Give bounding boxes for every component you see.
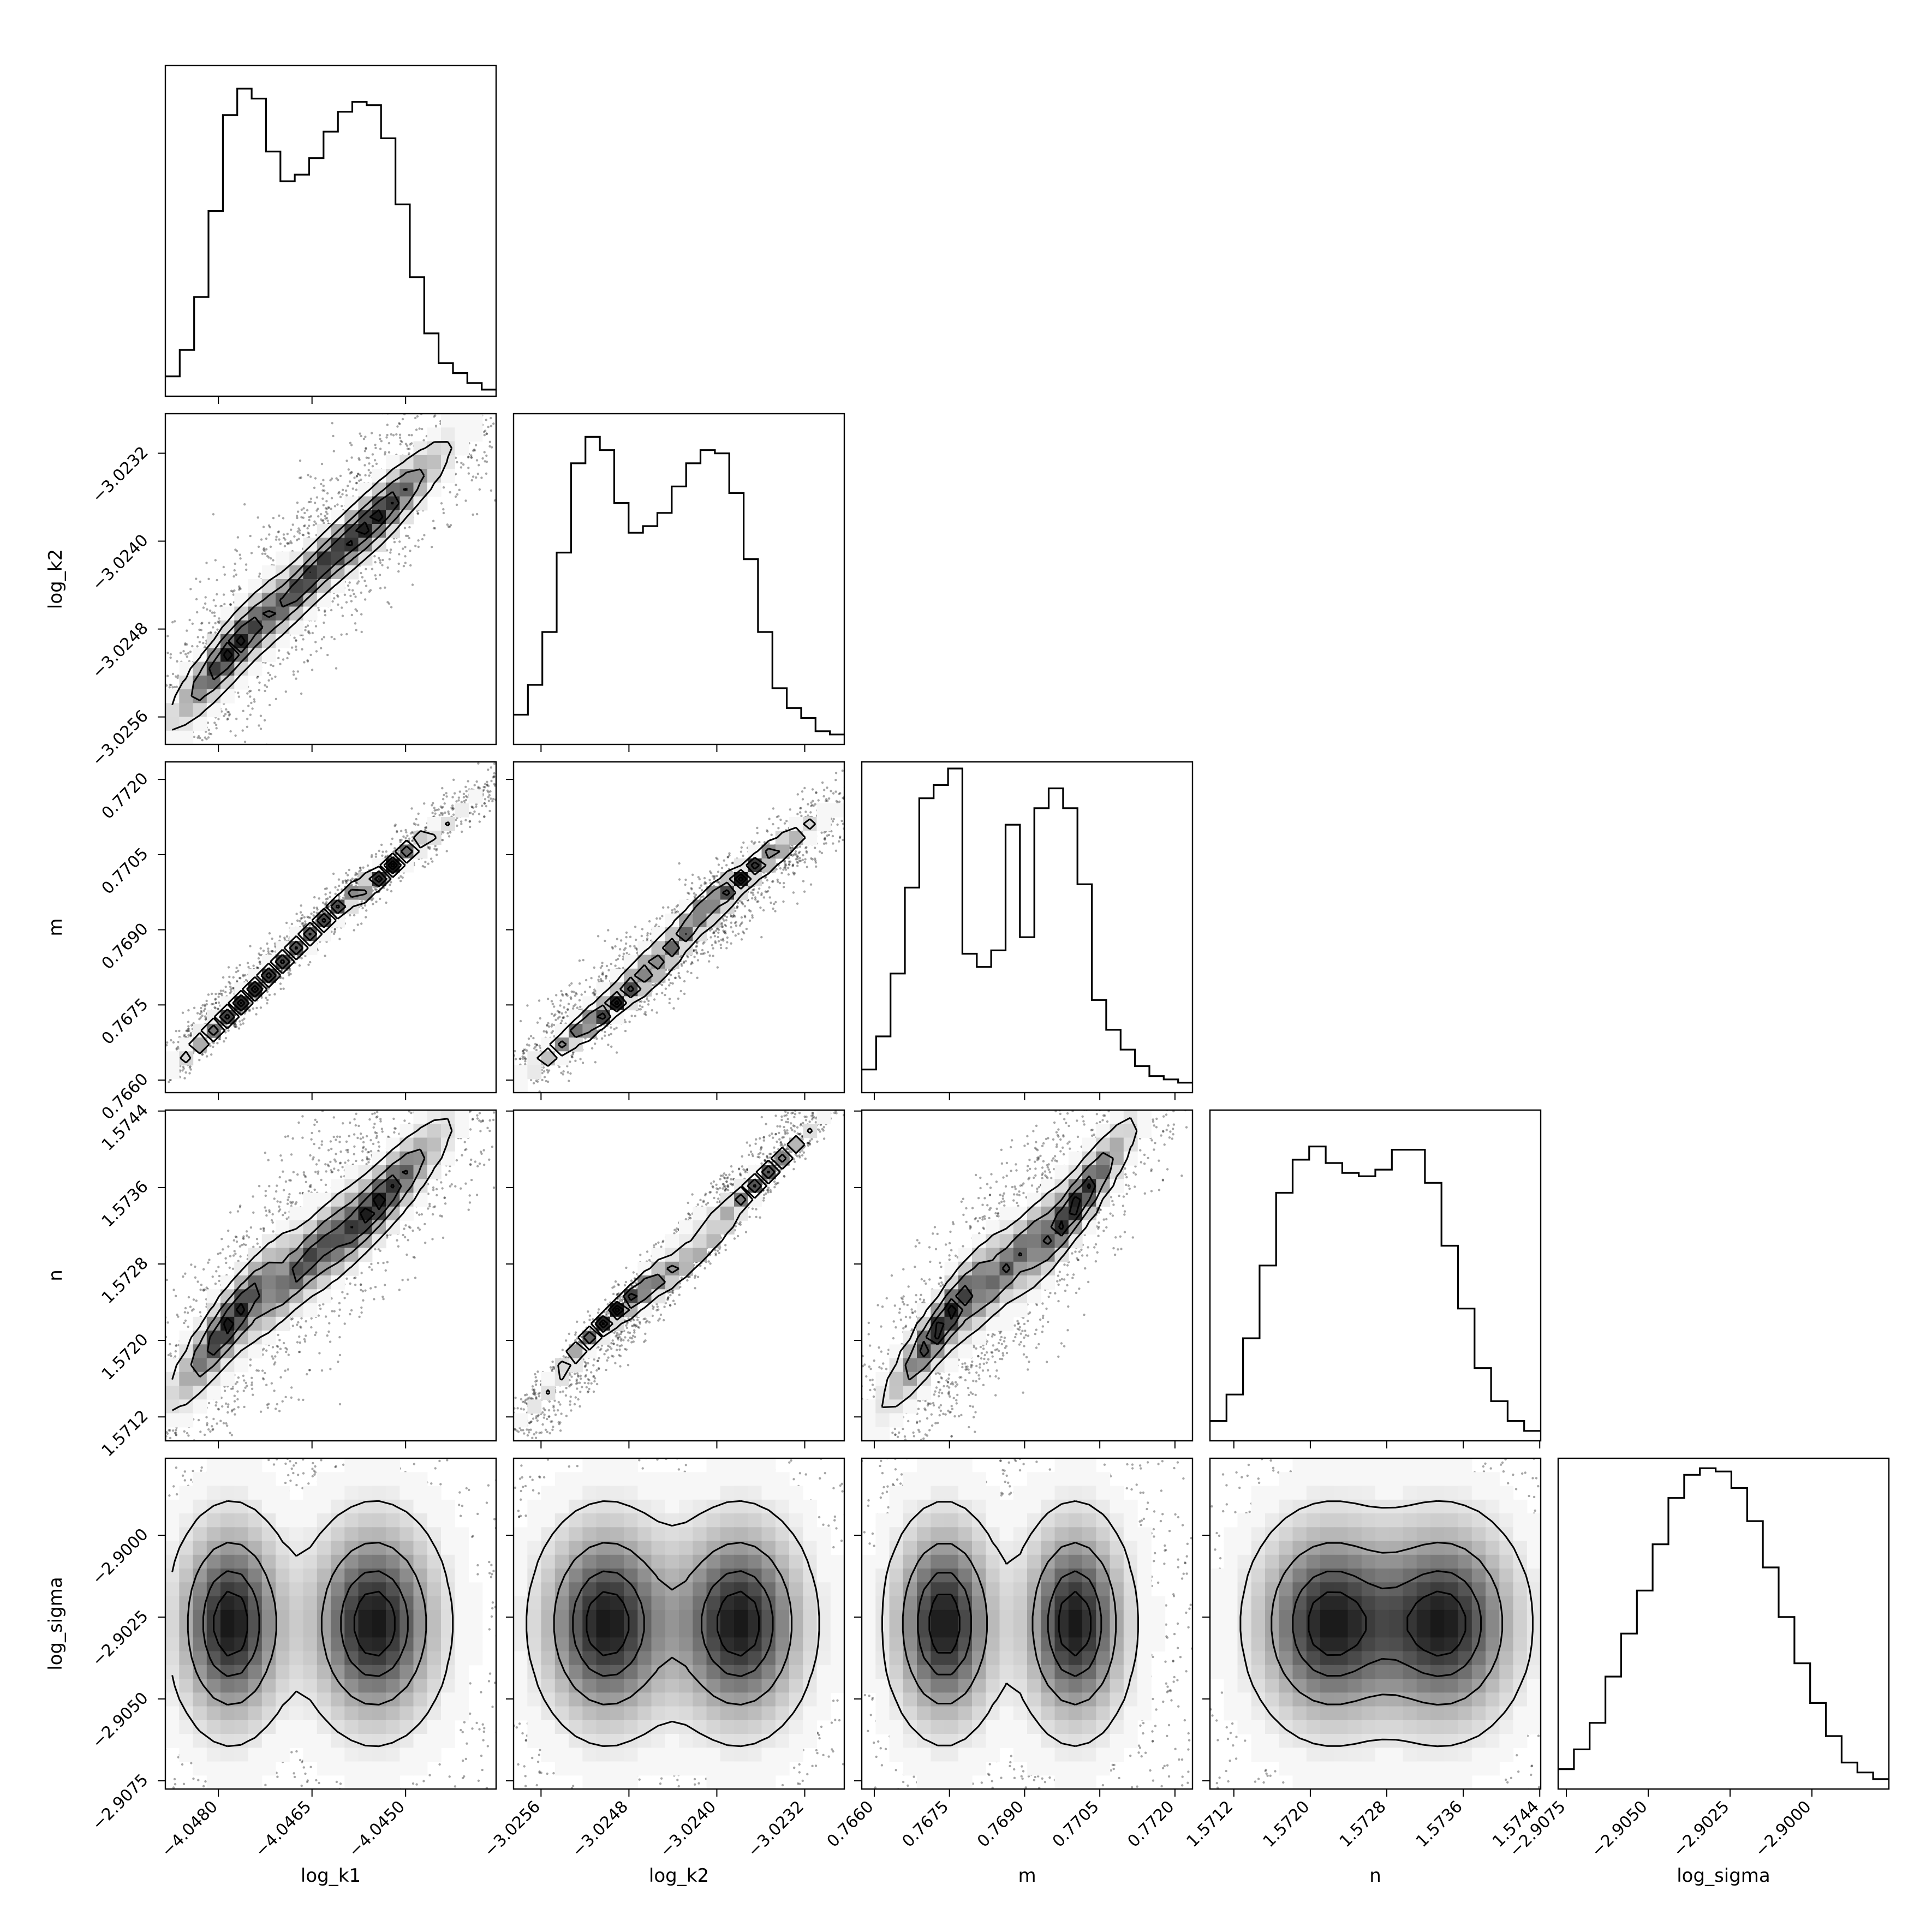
x-tick-label: 1.5720 (1260, 1797, 1314, 1851)
x-tick-label: 0.7705 (1049, 1797, 1103, 1851)
x-tick-label: −3.0240 (656, 1797, 720, 1861)
y-tick-label: −2.9025 (88, 1607, 152, 1671)
x-tick-label: 0.7690 (974, 1797, 1028, 1851)
y-tick-label: 1.5712 (98, 1406, 152, 1460)
y-tick-label: 0.7690 (98, 919, 152, 973)
x-axis-label-n: n (1369, 1865, 1381, 1887)
y-tick-label: 0.7720 (98, 769, 152, 823)
x-tick-label: −2.9000 (1751, 1797, 1815, 1861)
histogram-log_k2 (514, 437, 844, 734)
histogram-n (1210, 1147, 1541, 1431)
panel-n (1210, 1110, 1541, 1448)
y-tick-label: −3.0232 (88, 443, 152, 506)
panel-frame (165, 65, 496, 396)
y-axis-label-n: n (45, 1269, 67, 1281)
y-tick-label: 1.5736 (98, 1177, 152, 1231)
panel-frame (1558, 1458, 1889, 1789)
panel-m (862, 762, 1192, 1100)
histogram-log_sigma (1558, 1468, 1889, 1779)
y-tick-label: −3.0256 (88, 707, 152, 771)
x-axis-label-log_sigma: log_sigma (1677, 1865, 1770, 1887)
panel-log_k1 (165, 65, 496, 404)
panel-log_k2 (514, 414, 844, 752)
y-tick-label: 1.5720 (98, 1330, 152, 1384)
y-tick-label: −2.9000 (88, 1525, 152, 1589)
y-axis-label-m: m (45, 918, 67, 936)
y-axis-label-log_sigma: log_sigma (45, 1577, 67, 1671)
x-tick-label: −2.9050 (1588, 1797, 1651, 1861)
histogram-log_k1 (165, 88, 496, 390)
x-tick-label: 1.5728 (1336, 1797, 1390, 1851)
x-tick-label: 1.5736 (1412, 1797, 1466, 1851)
x-tick-label: −4.0480 (158, 1797, 222, 1861)
density-cells (862, 1458, 1165, 1790)
density-cells (514, 1458, 845, 1790)
y-tick-label: 0.7675 (98, 994, 152, 1048)
x-tick-label: −3.0248 (568, 1797, 632, 1861)
x-tick-label: 0.7660 (824, 1797, 878, 1851)
x-axis-label-log_k2: log_k2 (649, 1865, 709, 1887)
histogram-m (862, 768, 1192, 1083)
y-tick-label: 0.7705 (98, 844, 152, 898)
y-tick-label: −3.0248 (88, 619, 152, 683)
x-tick-label: −4.0465 (252, 1797, 315, 1861)
x-tick-label: −3.0232 (744, 1797, 808, 1861)
x-axis-label-log_k1: log_k1 (301, 1865, 361, 1887)
x-tick-label: −2.9025 (1669, 1797, 1733, 1861)
x-tick-label: 1.5712 (1183, 1797, 1237, 1851)
x-tick-label: −3.0256 (480, 1797, 544, 1861)
x-tick-label: 0.7720 (1124, 1797, 1178, 1851)
x-tick-label: −4.0450 (345, 1797, 409, 1861)
x-axis-label-m: m (1018, 1865, 1036, 1887)
x-tick-label: 0.7675 (898, 1797, 952, 1851)
y-tick-label: 1.5728 (98, 1254, 152, 1308)
y-tick-label: −2.9075 (88, 1770, 152, 1834)
panel-frame (862, 762, 1192, 1093)
y-tick-label: −3.0240 (88, 530, 152, 594)
y-axis-label-log_k2: log_k2 (45, 549, 67, 609)
panel-frame (514, 414, 844, 744)
y-tick-label: −2.9050 (88, 1689, 152, 1752)
